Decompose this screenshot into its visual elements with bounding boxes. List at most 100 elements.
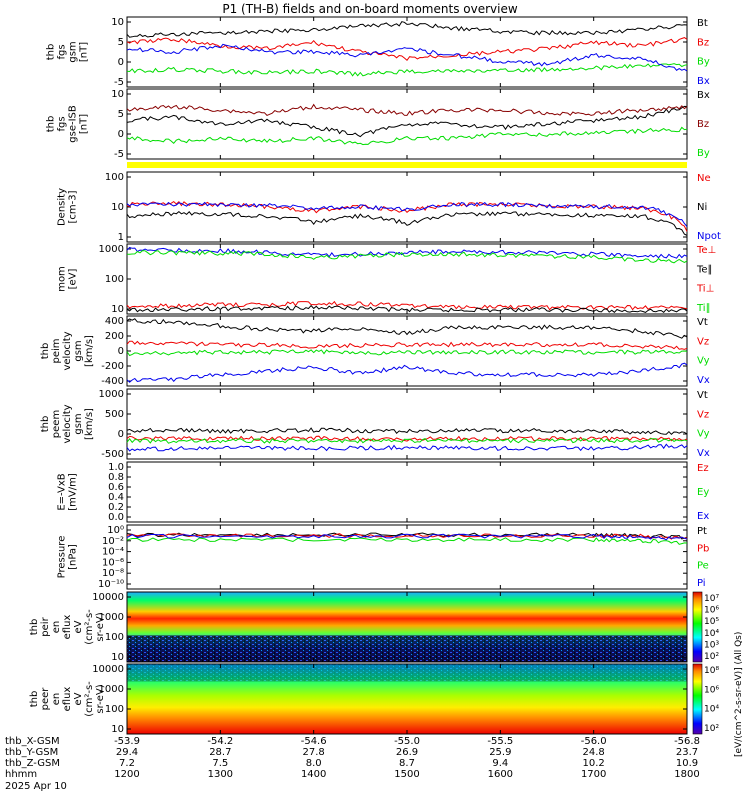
colorbar-tick-label: 10⁶	[704, 606, 719, 616]
x-axis-tick-label: 7.5	[212, 758, 228, 769]
series-line-Npot	[126, 201, 688, 227]
colorbar	[692, 591, 703, 663]
x-axis-tick-label: 10.9	[676, 758, 698, 769]
y-axis-label: [mV/m]	[68, 473, 79, 511]
colorbar-tick-label: 10⁴	[704, 705, 719, 715]
legend-entry: Npot	[697, 231, 721, 242]
y-tick-label: -200	[101, 361, 124, 372]
legend-entry: Bx	[697, 90, 710, 101]
y-axis-label: en	[51, 621, 62, 634]
x-axis-tick-label: 1400	[301, 769, 326, 780]
y-tick-label: 1000	[99, 684, 124, 695]
x-axis-tick-label: 9.4	[492, 758, 508, 769]
y-tick-label: 10000	[92, 592, 124, 603]
y-axis-label: sr-eV)	[95, 612, 106, 641]
x-axis-tick-label: -54.6	[301, 736, 327, 747]
legend-entry: Ne	[697, 173, 711, 184]
x-axis-tick-label: 29.4	[116, 747, 138, 758]
x-axis-tick-label: 1300	[208, 769, 233, 780]
x-axis-tick-label: 1600	[488, 769, 513, 780]
series-line-Pt	[126, 532, 688, 540]
series-line-Ti⊥	[126, 250, 688, 264]
y-axis-label: thb	[29, 619, 40, 636]
legend-entry: Vx	[697, 375, 710, 386]
y-tick-label: 10⁻⁶	[102, 557, 124, 568]
series-line-Bz	[126, 103, 688, 116]
series-line-Vz	[126, 340, 688, 350]
y-tick-label: 0	[118, 57, 124, 68]
panel-frame	[126, 461, 688, 523]
y-tick-label: 10⁰	[107, 525, 124, 536]
legend-entry: Ni	[697, 202, 707, 213]
legend-entry: Ez	[697, 463, 709, 474]
y-tick-label: 0	[118, 129, 124, 140]
y-axis-label: eV	[73, 620, 84, 633]
series-line-Ne	[126, 200, 688, 232]
x-axis-tick-label: 25.9	[489, 747, 511, 758]
legend-entry: Te⊥	[696, 245, 716, 256]
x-axis-tick-label: 27.8	[303, 747, 325, 758]
colorbar-tick-label: 10⁴	[704, 629, 719, 639]
y-axis-label: peir	[40, 616, 51, 636]
x-axis-tick-label: 1500	[394, 769, 419, 780]
colorbar-tick-label: 10²	[704, 724, 719, 734]
series-line-Te∥	[126, 304, 688, 313]
y-axis-label: peem	[51, 410, 62, 438]
y-tick-label: -5	[114, 77, 124, 88]
legend-entry: Ey	[697, 487, 709, 498]
series-line-Vy	[126, 437, 688, 444]
x-axis-tick-label: 26.9	[396, 747, 418, 758]
legend-entry: Vz	[697, 336, 709, 347]
y-axis-label: [km/s]	[84, 408, 95, 440]
x-axis-row-label: hhmm	[5, 769, 37, 780]
x-axis-tick-label: 8.7	[399, 758, 415, 769]
y-tick-label: 10	[111, 17, 124, 28]
legend-entry: Vy	[697, 429, 710, 440]
y-axis-label: velocity	[62, 331, 73, 370]
y-axis-label: peer	[40, 687, 51, 711]
y-tick-label: 1000	[99, 244, 124, 255]
panel-frame	[126, 16, 688, 88]
x-axis-tick-label: 8.0	[306, 758, 322, 769]
y-tick-label: 1000	[99, 389, 124, 400]
x-axis-date: 2025 Apr 10	[5, 781, 67, 792]
x-axis-tick-label: 1700	[581, 769, 606, 780]
y-axis-label: fgs	[57, 44, 68, 59]
colorbar	[692, 663, 703, 735]
series-line-Vy	[126, 349, 688, 357]
x-axis-tick-label: 1200	[114, 769, 139, 780]
y-tick-label: 0.0	[108, 512, 124, 523]
y-axis-label: [nT]	[79, 114, 90, 134]
series-line-Vz	[126, 435, 688, 442]
x-axis-tick-label: 10.2	[583, 758, 605, 769]
legend-entry: Pi	[697, 578, 706, 589]
colorbar-tick-label: 10³	[704, 640, 719, 650]
x-axis-tick-label: -53.9	[114, 736, 140, 747]
quality-flag-bar	[127, 162, 687, 168]
y-tick-label: 10⁻¹⁰	[98, 579, 124, 590]
x-axis-row-label: thb_Z-GSM	[5, 758, 60, 769]
y-axis-label: mom	[57, 266, 68, 292]
y-axis-label: gsm	[68, 41, 79, 62]
legend-entry: Bt	[697, 18, 708, 29]
y-axis-label: thb	[40, 416, 51, 433]
y-tick-label: 100	[105, 632, 124, 643]
y-tick-label: 10000	[92, 664, 124, 675]
legend-entry: Vx	[697, 448, 710, 459]
y-tick-label: 10	[111, 652, 124, 663]
series-line-Vx	[126, 443, 688, 452]
panel-frame	[126, 88, 688, 160]
x-axis-tick-label: 7.2	[119, 758, 135, 769]
y-axis-label: eV	[73, 692, 84, 705]
series-line-By	[126, 63, 688, 77]
legend-entry: Pe	[697, 561, 709, 572]
y-axis-label: en	[51, 693, 62, 706]
legend-entry: Vt	[697, 390, 708, 401]
y-tick-label: 10⁻⁴	[102, 547, 124, 558]
series-line-Te⊥	[126, 300, 688, 311]
y-axis-label: [km/s]	[84, 335, 95, 367]
legend-entry: By	[697, 57, 710, 68]
y-tick-label: 10⁻²	[102, 536, 124, 547]
y-tick-label: 1000	[99, 612, 124, 623]
x-axis-tick-label: -55.0	[394, 736, 420, 747]
